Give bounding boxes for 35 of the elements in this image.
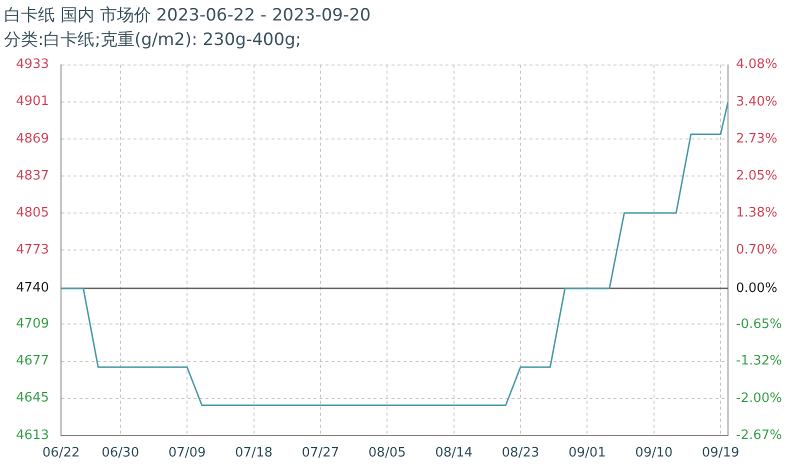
y-tick-label: 4773 [16,242,50,258]
x-tick-label: 07/09 [168,446,206,461]
chart-subtitle: 分类:白卡纸;克重(g/m2): 230g-400g; [4,30,302,50]
x-tick-label: 06/30 [102,446,140,461]
y2-tick-label: 0.70% [736,242,778,258]
x-tick-label: 06/22 [42,446,80,461]
x-tick-label: 08/14 [435,446,473,461]
y-tick-label: 4837 [16,168,50,184]
y2-tick-label: -0.65% [736,316,782,332]
y2-tick-label: -1.32% [736,354,782,369]
y-tick-label: 4677 [16,354,50,369]
y-tick-label: 4645 [16,390,50,406]
y2-tick-label: 1.38% [736,205,778,220]
x-tick-label: 08/23 [502,446,540,461]
x-tick-label: 07/27 [302,446,340,461]
y2-tick-label: -2.67% [736,428,782,443]
y2-tick-label: 4.08% [736,57,778,72]
x-tick-label: 09/10 [635,446,673,461]
y2-tick-label: -2.00% [736,390,782,406]
y2-tick-label: 0.00% [736,281,778,296]
y-tick-label: 4613 [16,428,50,443]
y2-tick-label: 3.40% [736,94,778,110]
y2-tick-label: 2.73% [736,131,778,146]
x-tick-label: 07/18 [235,446,272,461]
y-tick-label: 4901 [16,94,50,110]
x-tick-label: 09/01 [568,446,606,461]
x-tick-label: 09/19 [702,446,740,461]
y-tick-label: 4709 [16,316,50,332]
y-tick-label: 4740 [16,280,50,296]
x-tick-label: 08/05 [368,446,406,461]
y-tick-label: 4869 [16,131,50,146]
y-tick-label: 4933 [16,57,50,72]
y-tick-label: 4805 [16,205,50,220]
y2-tick-label: 2.05% [736,168,778,184]
chart-title: 白卡纸 国内 市场价 2023-06-22 - 2023-09-20 [4,6,371,26]
